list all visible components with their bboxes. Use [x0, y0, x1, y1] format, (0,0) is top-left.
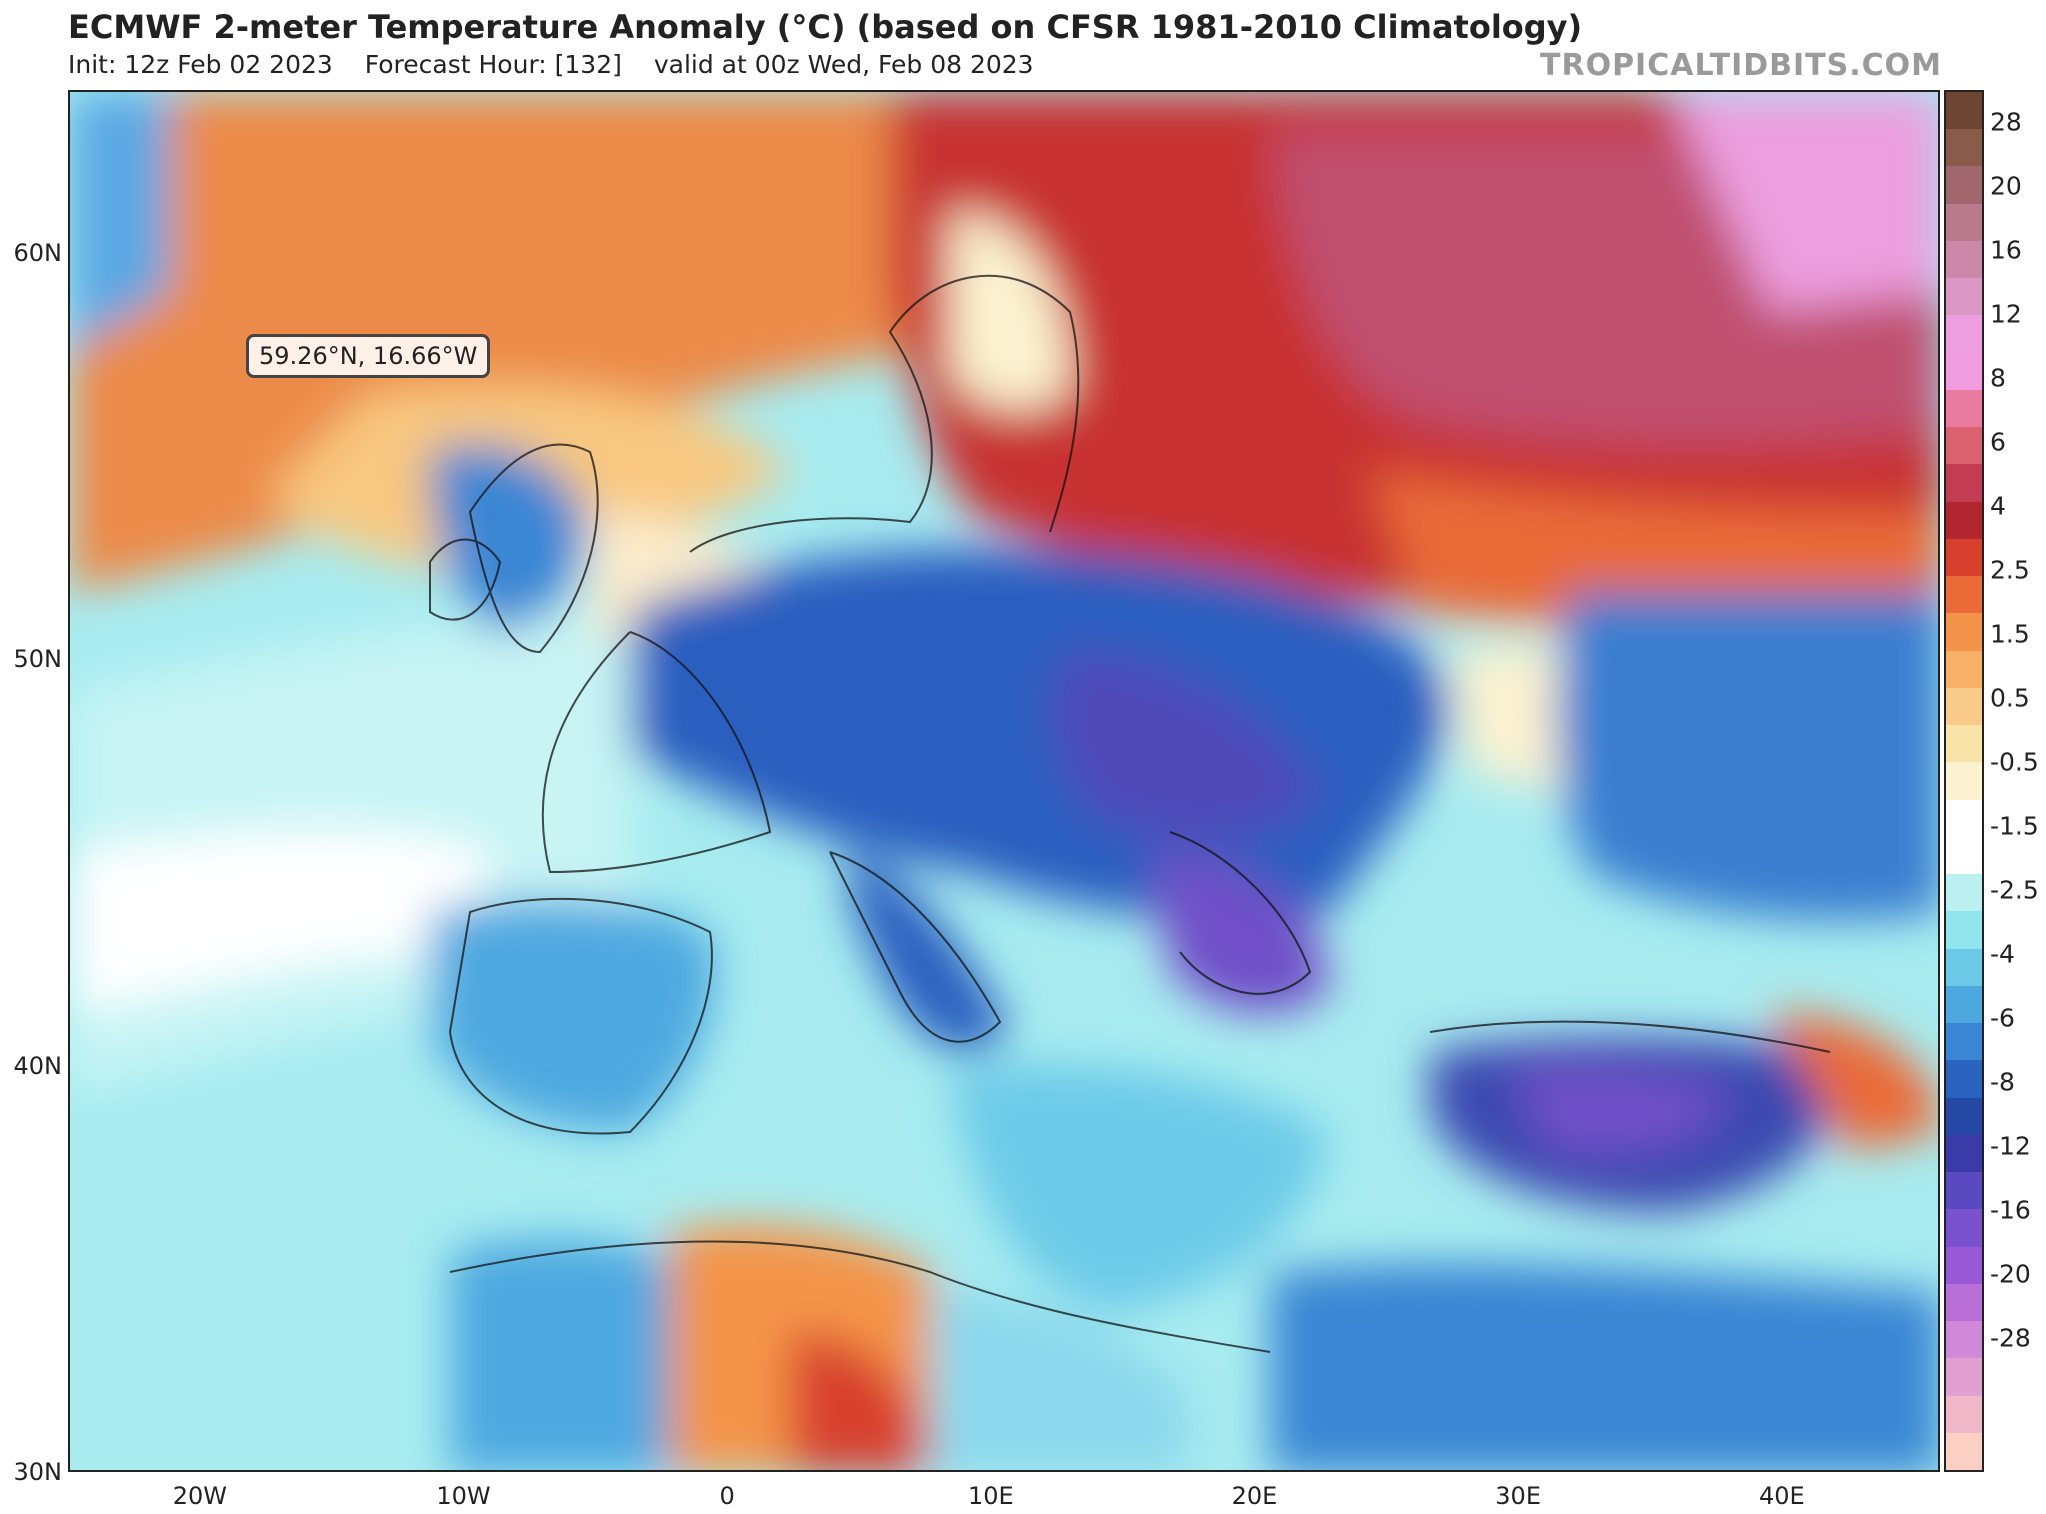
colorbar-tick-label: -6 [1990, 1003, 2015, 1033]
lon-label-0: 0 [719, 1482, 735, 1510]
colorbar-tick-label: 12 [1990, 299, 2022, 329]
colorbar-segment [1946, 1395, 1982, 1434]
init-time: Init: 12z Feb 02 2023 [68, 50, 333, 79]
colorbar-segment [1946, 1283, 1982, 1322]
colorbar-segment [1946, 985, 1982, 1024]
map-canvas[interactable] [70, 92, 1940, 1472]
forecast-info: Init: 12z Feb 02 2023 Forecast Hour: [13… [68, 50, 1058, 79]
colorbar-segment [1946, 1023, 1982, 1061]
colorbar-segment [1946, 501, 1982, 540]
colorbar-segment [1946, 203, 1982, 242]
colorbar-segment [1946, 1134, 1982, 1173]
colorbar-segment [1946, 650, 1982, 689]
lon-label-20w: 20W [172, 1482, 227, 1510]
colorbar-segment [1946, 240, 1982, 279]
colorbar-segment [1946, 576, 1982, 614]
colorbar-segment [1946, 464, 1982, 503]
colorbar-segment [1946, 1246, 1982, 1285]
colorbar-segment [1946, 389, 1982, 428]
colorbar-segment [1946, 1209, 1982, 1248]
lon-label-10e: 10E [967, 1482, 1014, 1510]
colorbar-segment [1946, 948, 1982, 987]
colorbar-segment [1946, 1097, 1982, 1136]
forecast-hour: Forecast Hour: [132] [364, 50, 622, 79]
colorbar-tick-label: -12 [1990, 1131, 2031, 1161]
colorbar-tick-label: -0.5 [1990, 747, 2039, 777]
colorbar-segment [1946, 1172, 1982, 1210]
colorbar-segment [1946, 315, 1982, 354]
colorbar-segment [1946, 725, 1982, 763]
colorbar-segment [1946, 836, 1982, 875]
cursor-coordinate-readout: 59.26°N, 16.66°W [246, 334, 491, 378]
anomaly-field [70, 92, 1938, 1470]
colorbar-segment [1946, 613, 1982, 652]
colorbar-segment [1946, 427, 1982, 465]
colorbar-segment [1946, 129, 1982, 167]
lat-label-30n: 30N [13, 1458, 63, 1486]
colorbar-segment [1946, 799, 1982, 838]
colorbar-tick-label: -1.5 [1990, 811, 2039, 841]
colorbar-tick-label: 4 [1990, 491, 2006, 521]
colorbar-tick-label: 1.5 [1990, 619, 2030, 649]
colorbar-segment [1946, 762, 1982, 801]
lat-label-60n: 60N [13, 238, 63, 267]
lon-label-10w: 10W [436, 1482, 491, 1510]
colorbar-segment [1946, 1432, 1982, 1471]
colorbar-tick-label: 16 [1990, 235, 2022, 265]
colorbar-segment [1946, 1321, 1982, 1359]
colorbar-tick-label: -2.5 [1990, 875, 2039, 905]
colorbar-tick-label: 28 [1990, 107, 2022, 137]
colorbar-tick-label: 0.5 [1990, 683, 2030, 713]
colorbar-tick-label: 2.5 [1990, 555, 2030, 585]
lon-label-20e: 20E [1231, 1482, 1278, 1510]
colorbar-tick-label: 20 [1990, 171, 2022, 201]
colorbar-segment [1946, 352, 1982, 391]
colorbar-tick-label: 6 [1990, 427, 2006, 457]
colorbar-tick-label: 8 [1990, 363, 2006, 393]
lat-label-40n: 40N [13, 1051, 63, 1080]
colorbar-segment [1946, 1358, 1982, 1396]
colorbar-segment [1946, 166, 1982, 205]
colorbar-segment [1946, 1060, 1982, 1099]
lat-label-50n: 50N [13, 645, 63, 674]
colorbar-segment [1946, 278, 1982, 316]
colorbar-segment [1946, 911, 1982, 950]
colorbar-segment [1946, 874, 1982, 912]
page-title: ECMWF 2-meter Temperature Anomaly (°C) (… [68, 8, 1583, 46]
brand-watermark: TROPICALTIDBITS.COM [1540, 48, 1942, 83]
colorbar-tick-label: -8 [1990, 1067, 2015, 1097]
colorbar-segment [1946, 92, 1982, 130]
colorbar-tick-label: -4 [1990, 939, 2015, 969]
colorbar-segment [1946, 687, 1982, 726]
coastlines [429, 274, 1831, 1353]
colorbar-tick-label: -20 [1990, 1259, 2031, 1289]
colorbar-segment [1946, 538, 1982, 577]
lon-label-40e: 40E [1758, 1482, 1805, 1510]
colorbar-legend [1944, 90, 1984, 1472]
lon-label-30e: 30E [1495, 1482, 1541, 1510]
temperature-anomaly-map[interactable]: 59.26°N, 16.66°W [68, 90, 1940, 1472]
valid-time: valid at 00z Wed, Feb 08 2023 [653, 50, 1034, 79]
colorbar-tick-label: -16 [1990, 1195, 2031, 1225]
colorbar-tick-label: -28 [1990, 1323, 2031, 1353]
